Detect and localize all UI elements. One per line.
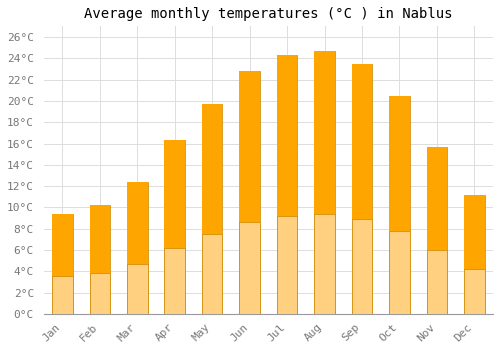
Bar <box>127 182 148 264</box>
Bar <box>464 195 484 314</box>
Bar <box>164 140 185 248</box>
Bar <box>240 71 260 314</box>
Bar <box>426 147 447 314</box>
Bar <box>240 71 260 222</box>
Bar <box>426 251 447 314</box>
Bar <box>277 55 297 314</box>
Bar <box>352 64 372 314</box>
Bar <box>127 182 148 314</box>
Bar <box>90 273 110 314</box>
Bar <box>464 269 484 314</box>
Bar <box>314 51 335 214</box>
Bar <box>389 96 409 231</box>
Bar <box>164 140 185 314</box>
Bar <box>352 64 372 219</box>
Bar <box>127 264 148 314</box>
Bar <box>240 222 260 314</box>
Bar <box>389 231 409 314</box>
Bar <box>314 214 335 314</box>
Bar <box>52 214 72 276</box>
Bar <box>90 205 110 273</box>
Bar <box>52 214 72 314</box>
Bar <box>277 55 297 216</box>
Bar <box>389 96 409 314</box>
Bar <box>164 248 185 314</box>
Bar <box>352 219 372 314</box>
Bar <box>202 234 222 314</box>
Bar <box>202 104 222 234</box>
Bar <box>52 276 72 314</box>
Bar <box>277 216 297 314</box>
Bar <box>314 51 335 314</box>
Bar <box>464 195 484 269</box>
Title: Average monthly temperatures (°C ) in Nablus: Average monthly temperatures (°C ) in Na… <box>84 7 452 21</box>
Bar <box>202 104 222 314</box>
Bar <box>90 205 110 314</box>
Bar <box>426 147 447 251</box>
